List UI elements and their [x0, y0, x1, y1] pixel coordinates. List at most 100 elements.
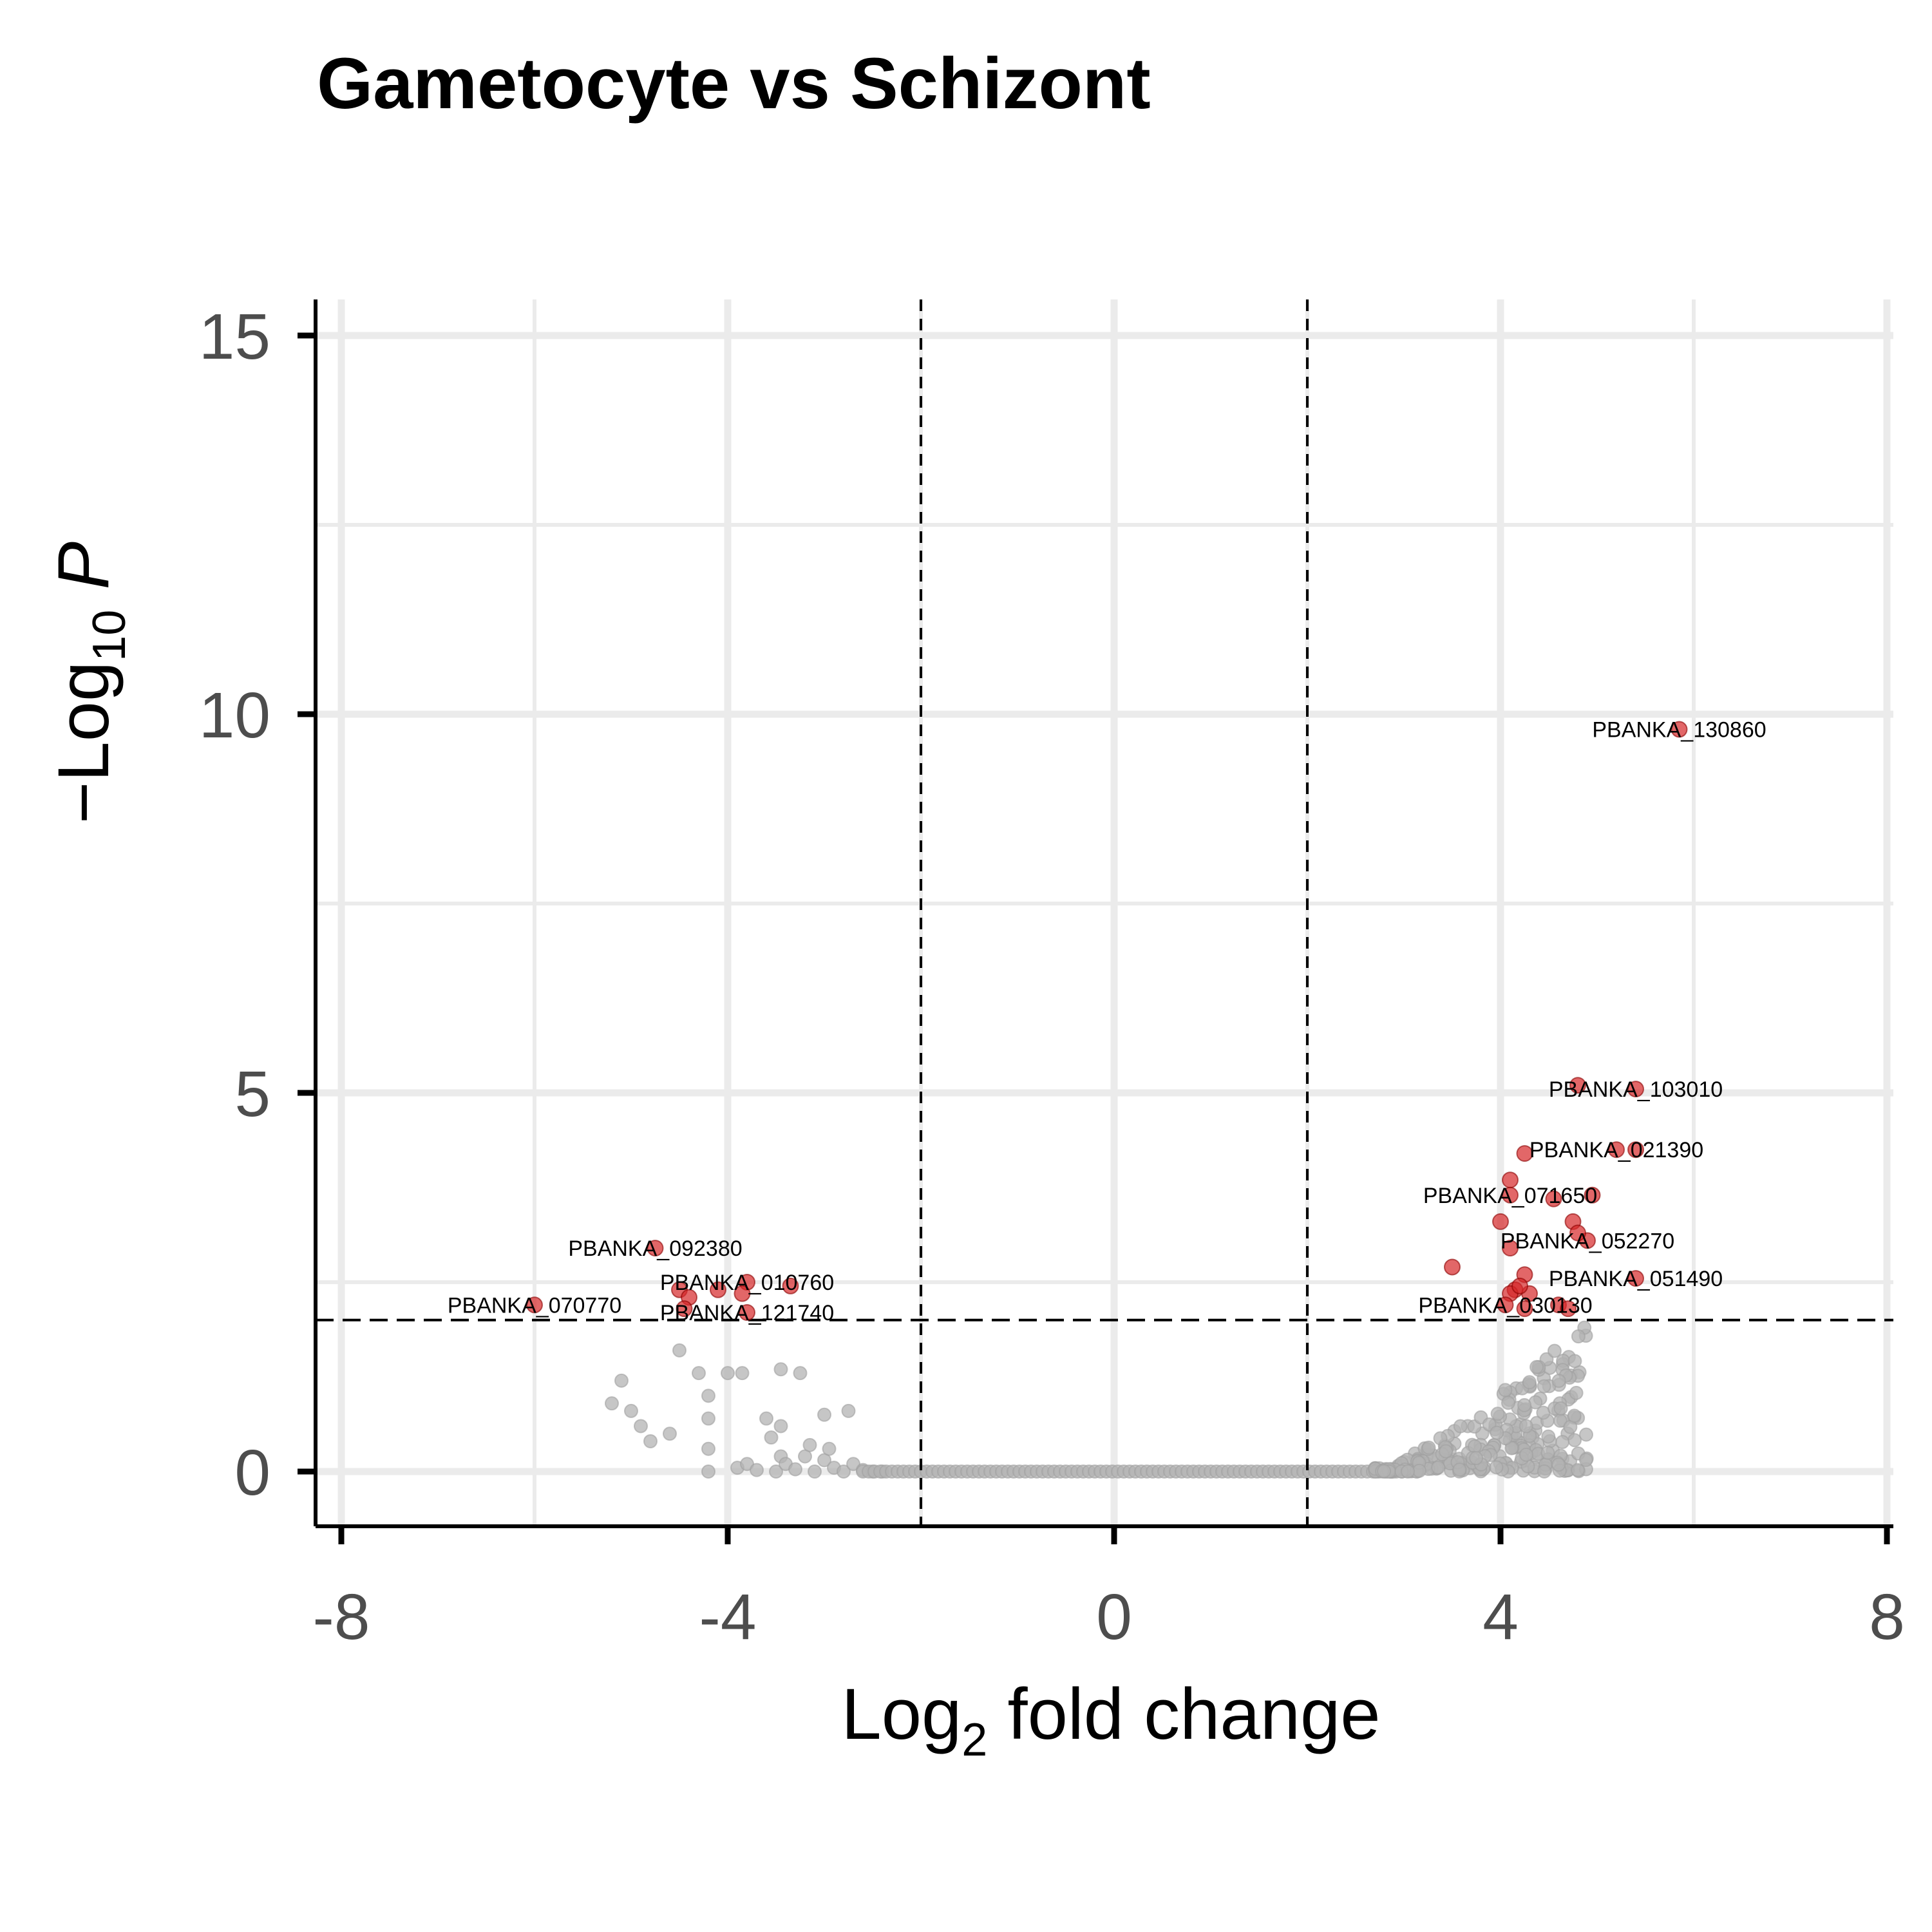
nonsignificant-point — [1551, 1374, 1566, 1388]
x-tick-label: -8 — [313, 1581, 370, 1653]
nonsignificant-point — [701, 1388, 715, 1403]
nonsignificant-point — [643, 1434, 658, 1448]
nonsignificant-point — [769, 1464, 783, 1479]
significant-point — [1608, 1141, 1625, 1159]
nonsignificant-point — [1439, 1444, 1454, 1459]
gene-label: PBANKA_070770 — [448, 1293, 621, 1318]
significant-point — [1497, 1296, 1514, 1314]
significant-point — [734, 1285, 751, 1302]
significant-point — [1569, 1224, 1586, 1242]
nonsignificant-point — [624, 1403, 638, 1418]
significant-point — [526, 1296, 543, 1314]
significant-point — [1627, 1081, 1644, 1098]
nonsignificant-point — [1567, 1433, 1582, 1448]
nonsignificant-point — [808, 1464, 822, 1479]
gene-labels: PBANKA_130860 PBANKA_103010 PBANKA_021390 P… — [448, 718, 1766, 1326]
gene-label: PBANKA_052270 — [1501, 1229, 1674, 1253]
x-tick-label: -4 — [699, 1581, 757, 1653]
nonsignificant-point — [822, 1441, 837, 1456]
nonsignificant-point — [1547, 1343, 1562, 1358]
gene-label: PBANKA_071650 — [1423, 1184, 1597, 1208]
y-tick-label: 15 — [199, 301, 270, 373]
x-axis-title: Log2 fold change — [841, 1674, 1380, 1766]
significant-point — [1569, 1077, 1586, 1094]
nonsignificant-point — [735, 1366, 750, 1381]
threshold-lines — [316, 299, 1893, 1526]
significant-point — [676, 1300, 693, 1318]
nonsignificant-point — [701, 1411, 715, 1426]
gene-label: PBANKA_051490 — [1549, 1267, 1723, 1291]
nonsignificant-point — [1578, 1452, 1593, 1467]
nonsignificant-point — [1421, 1440, 1436, 1455]
nonsignificant-point — [634, 1419, 648, 1434]
y-axis-ticks: 0 5 10 15 — [199, 301, 316, 1509]
axes — [314, 299, 1893, 1528]
y-tick-label: 5 — [234, 1058, 270, 1130]
gene-label: PBANKA_103010 — [1549, 1077, 1723, 1102]
nonsignificant-point — [692, 1366, 706, 1381]
nonsignificant-point — [1530, 1359, 1544, 1374]
significant-point — [1671, 721, 1688, 738]
nonsignificant-point — [1579, 1427, 1594, 1442]
x-axis-ticks: -8 -4 0 4 8 — [313, 1526, 1905, 1653]
nonsignificant-point — [605, 1396, 619, 1411]
gene-label: PBANKA_130860 — [1592, 718, 1766, 743]
nonsignificant-points — [605, 1320, 1594, 1479]
nonsignificant-point — [841, 1403, 856, 1418]
significant-point — [782, 1277, 799, 1294]
significant-points — [526, 721, 1688, 1321]
nonsignificant-point — [1498, 1383, 1513, 1397]
nonsignificant-point — [1468, 1439, 1482, 1454]
gene-label: PBANKA_030130 — [1418, 1293, 1592, 1318]
nonsignificant-point — [1377, 1464, 1392, 1479]
nonsignificant-point — [1453, 1419, 1468, 1434]
gene-label: PBANKA_010760 — [660, 1271, 834, 1295]
nonsignificant-point — [1452, 1463, 1467, 1477]
nonsignificant-point — [1555, 1435, 1570, 1450]
nonsignificant-point — [1540, 1445, 1555, 1460]
nonsignificant-point — [1541, 1429, 1556, 1444]
x-tick-label: 0 — [1096, 1581, 1132, 1653]
y-axis-title: −Log10 P — [43, 542, 135, 824]
significant-point — [1584, 1186, 1601, 1204]
nonsignificant-point — [759, 1411, 773, 1426]
nonsignificant-point — [1537, 1464, 1551, 1479]
nonsignificant-point — [773, 1362, 788, 1377]
nonsignificant-point — [614, 1373, 629, 1388]
significant-point — [1502, 1240, 1519, 1257]
nonsignificant-point — [802, 1437, 817, 1452]
gene-label: PBANKA_121740 — [660, 1301, 834, 1325]
nonsignificant-point — [837, 1464, 851, 1479]
nonsignificant-point — [663, 1426, 677, 1441]
gene-label: PBANKA_092380 — [568, 1236, 742, 1261]
significant-point — [1516, 1300, 1533, 1318]
nonsignificant-point — [817, 1407, 831, 1422]
gene-label: PBANKA_021390 — [1530, 1138, 1703, 1162]
nonsignificant-point — [1519, 1447, 1533, 1462]
significant-point — [1545, 1190, 1562, 1208]
nonsignificant-point — [788, 1462, 802, 1477]
nonsignificant-point — [1469, 1451, 1484, 1466]
significant-point — [1511, 1277, 1528, 1294]
significant-point — [710, 1281, 726, 1298]
nonsignificant-point — [1567, 1354, 1582, 1368]
significant-point — [1444, 1258, 1461, 1276]
nonsignificant-point — [793, 1366, 808, 1381]
nonsignificant-point — [1551, 1457, 1566, 1472]
significant-point — [739, 1304, 755, 1321]
nonsignificant-point — [1431, 1460, 1446, 1475]
nonsignificant-point — [1504, 1441, 1519, 1455]
nonsignificant-point — [1571, 1329, 1586, 1344]
chart-title: Gametocyte vs Schizont — [317, 43, 1151, 124]
significant-point — [1627, 1270, 1644, 1287]
nonsignificant-point — [1519, 1419, 1533, 1434]
nonsignificant-point — [1569, 1385, 1584, 1400]
nonsignificant-point — [1490, 1406, 1505, 1421]
grid-lines — [316, 299, 1893, 1526]
significant-point — [1492, 1213, 1509, 1230]
nonsignificant-point — [1401, 1464, 1416, 1479]
nonsignificant-point — [1553, 1401, 1568, 1416]
nonsignificant-point — [701, 1441, 715, 1456]
nonsignificant-point — [764, 1430, 779, 1445]
significant-point — [1560, 1300, 1577, 1318]
